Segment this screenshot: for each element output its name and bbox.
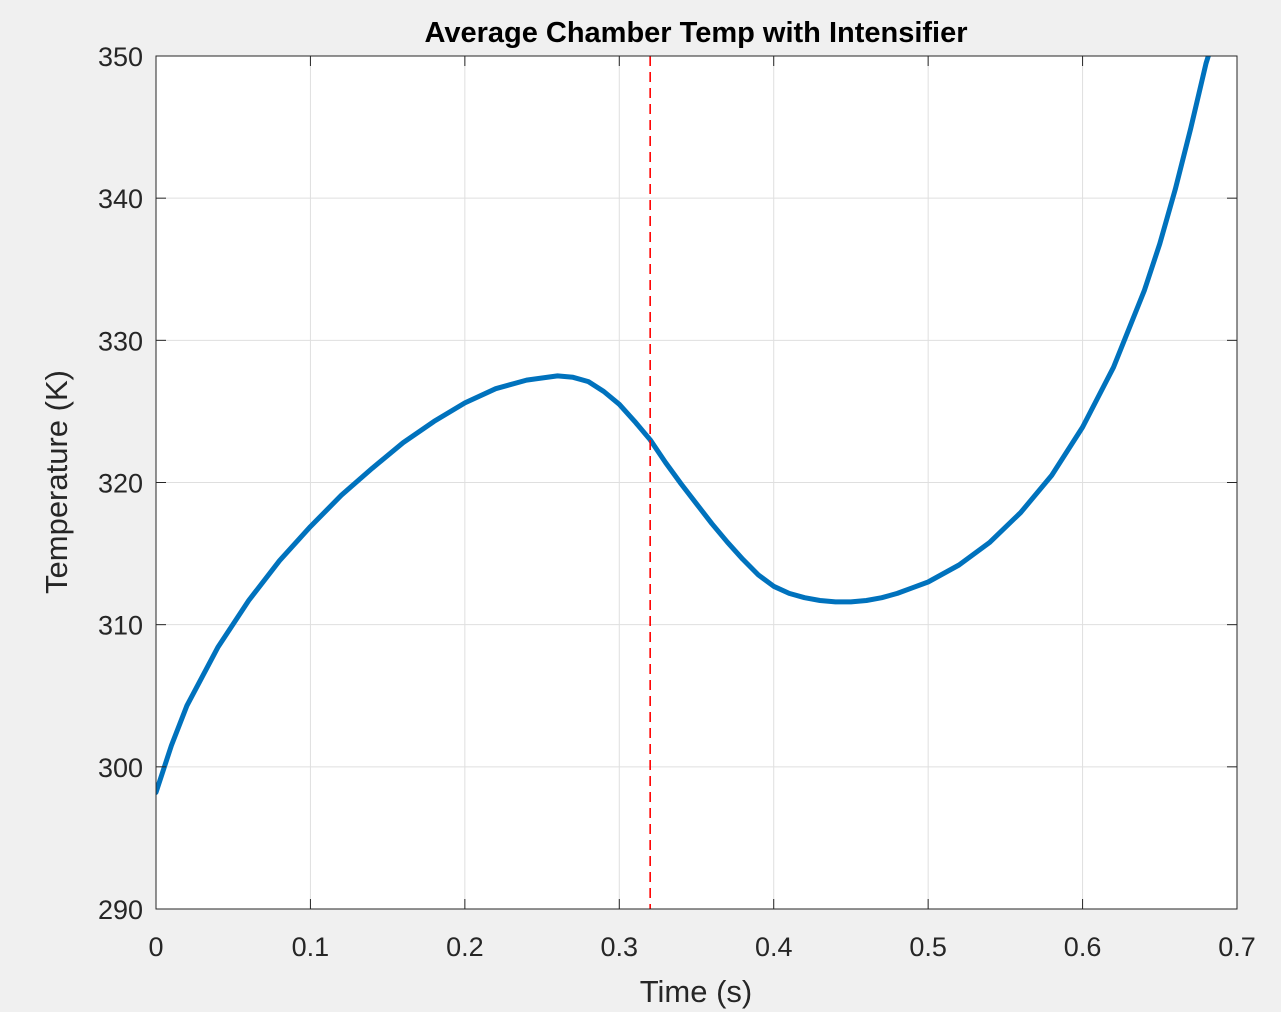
y-tick-label: 340 [98,184,143,214]
y-tick-label: 300 [98,753,143,783]
y-tick-label: 320 [98,469,143,499]
x-tick-label: 0.3 [601,932,639,962]
x-tick-labels: 0 0.1 0.2 0.3 0.4 0.5 0.6 0.7 [148,932,1255,962]
x-tick-label: 0 [148,932,163,962]
y-tick-label: 290 [98,895,143,925]
x-tick-label: 0.2 [446,932,484,962]
grid [156,56,1237,909]
y-axis-label: Temperature (K) [39,370,74,594]
x-axis-label: Time (s) [640,974,753,1009]
y-tick-label: 310 [98,611,143,641]
chart-title: Average Chamber Temp with Intensifier [424,17,967,49]
x-tick-label: 0.7 [1218,932,1256,962]
ticks [155,55,1238,910]
data-lines [156,56,1211,909]
x-tick-label: 0.1 [292,932,330,962]
y-tick-label: 330 [98,326,143,356]
x-tick-label: 0.6 [1064,932,1102,962]
x-tick-label: 0.4 [755,932,793,962]
x-tick-label: 0.5 [909,932,947,962]
y-tick-labels: 290 300 310 320 330 340 350 [98,42,143,925]
y-tick-label: 350 [98,42,143,72]
temperature-series-line [156,56,1211,795]
